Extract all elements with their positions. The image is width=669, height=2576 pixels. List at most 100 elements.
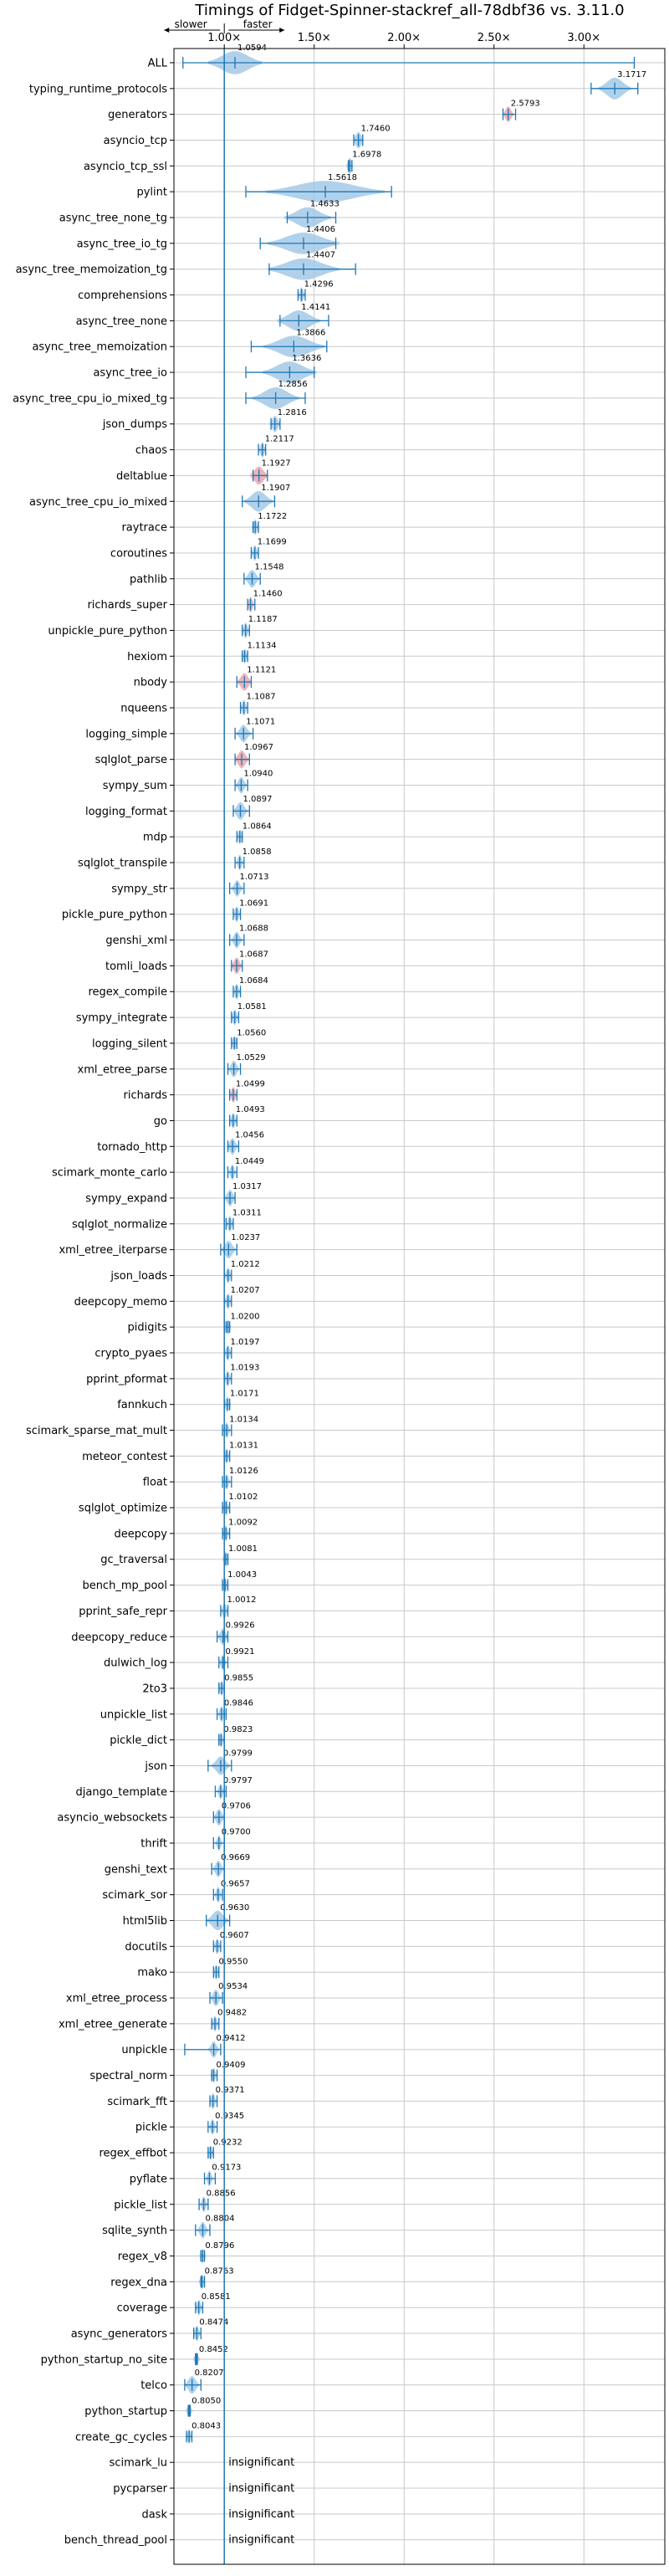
category-label: genshi_xml <box>105 935 167 947</box>
category-label: scimark_sor <box>102 1889 167 1902</box>
category-label: coroutines <box>110 547 167 560</box>
category-label: pickle_list <box>114 2199 167 2211</box>
category-label: raytrace <box>121 522 167 535</box>
data-label: 1.5618 <box>328 173 357 182</box>
slower-arrow-head <box>164 28 170 33</box>
data-label: 0.9412 <box>217 2034 246 2043</box>
category-label: async_tree_memoization_tg <box>16 264 167 276</box>
data-label: 1.3866 <box>296 328 325 337</box>
data-label: 0.9797 <box>223 1776 253 1785</box>
data-label: 1.0940 <box>243 770 273 779</box>
slower-label: slower <box>175 18 207 30</box>
data-label: 1.0081 <box>228 1544 258 1554</box>
x-tick-label: 1.00× <box>207 32 241 44</box>
category-label: sympy_expand <box>85 1192 167 1205</box>
category-label: async_tree_cpu_io_mixed_tg <box>13 392 167 405</box>
category-label: richards_super <box>87 599 167 612</box>
data-label: 1.2816 <box>278 408 307 417</box>
category-label: dask <box>141 2508 167 2521</box>
category-label: regex_effbot <box>99 2148 167 2160</box>
category-label: deltablue <box>116 470 167 483</box>
data-label: 1.1927 <box>262 459 291 469</box>
category-label: fannkuch <box>117 1399 167 1411</box>
category-label: async_tree_memoization <box>32 341 167 354</box>
category-label: asyncio_websockets <box>57 1812 167 1825</box>
chart-title: Timings of Fidget-Spinner-stackref_all-7… <box>194 2 624 19</box>
category-label: dulwich_log <box>104 1657 167 1670</box>
data-label: 0.9855 <box>224 1673 253 1682</box>
category-label: sympy_sum <box>103 780 167 792</box>
data-label: 0.8050 <box>192 2396 221 2405</box>
category-label: sqlite_synth <box>102 2225 167 2237</box>
category-label: logging_simple <box>85 728 167 740</box>
data-label: 1.0171 <box>230 1389 259 1398</box>
category-label: pathlib <box>130 573 167 586</box>
category-label: nqueens <box>120 702 167 714</box>
category-label: pylint <box>136 187 167 199</box>
category-label: xml_etree_process <box>66 1993 167 2005</box>
category-label: unpickle_list <box>100 1708 167 1721</box>
data-label: 0.9371 <box>216 2086 245 2095</box>
data-label: 0.8043 <box>192 2422 221 2431</box>
insignificant-label: insignificant <box>228 2508 294 2521</box>
category-label: deepcopy_reduce <box>71 1631 167 1644</box>
data-label: 1.0864 <box>243 822 272 832</box>
data-label: 1.4141 <box>301 303 330 312</box>
category-label: pickle <box>135 2122 167 2134</box>
data-label: 1.3636 <box>292 354 321 363</box>
data-label: 1.0449 <box>235 1157 264 1166</box>
data-label: 0.9921 <box>226 1647 255 1657</box>
data-label: 0.8474 <box>199 2318 228 2328</box>
data-label: 1.0858 <box>243 848 272 857</box>
data-label: 1.0897 <box>243 795 272 804</box>
data-label: 1.0092 <box>228 1518 258 1528</box>
category-label: scimark_fft <box>107 2096 167 2108</box>
insignificant-label: insignificant <box>228 2456 294 2469</box>
data-label: 1.0493 <box>236 1105 265 1114</box>
data-label: 1.1087 <box>247 693 276 702</box>
category-label: chaos <box>135 444 167 457</box>
data-label: 0.9926 <box>226 1621 255 1630</box>
category-label: typing_runtime_protocols <box>29 83 167 95</box>
data-label: 1.0687 <box>239 950 268 960</box>
category-label: unpickle <box>121 2044 167 2056</box>
data-label: 1.1460 <box>253 589 283 598</box>
data-label: 1.4407 <box>306 251 335 260</box>
data-label: 1.1121 <box>247 666 276 675</box>
category-label: regex_v8 <box>118 2251 167 2263</box>
category-label: html5lib <box>123 1915 167 1928</box>
category-label: bench_mp_pool <box>82 1580 167 1592</box>
data-label: 0.8856 <box>207 2189 236 2199</box>
data-label: 1.0456 <box>235 1130 264 1139</box>
data-label: 0.8581 <box>202 2292 231 2302</box>
data-label: 1.0311 <box>232 1209 262 1218</box>
data-label: 1.0560 <box>237 1028 266 1037</box>
data-label: 1.0012 <box>227 1595 256 1605</box>
category-label: xml_etree_iterparse <box>59 1244 167 1257</box>
category-label: hexiom <box>127 651 167 663</box>
plot-area: 1.05943.17172.57931.74601.69781.56181.46… <box>182 44 646 2564</box>
category-label: json_dumps <box>102 418 167 431</box>
data-label: 1.0581 <box>237 1002 267 1011</box>
category-label: xml_etree_generate <box>59 2018 167 2031</box>
data-label: 1.1187 <box>248 615 278 624</box>
category-label: unpickle_pure_python <box>48 625 167 638</box>
category-label: ALL <box>148 57 168 69</box>
category-label: meteor_contest <box>82 1451 167 1463</box>
category-label: json <box>144 1760 167 1773</box>
data-label: 1.0237 <box>231 1233 260 1242</box>
data-label: 1.4633 <box>310 200 340 209</box>
category-label: pyflate <box>130 2173 167 2185</box>
category-label: pprint_pformat <box>86 1373 167 1385</box>
data-label: 3.1717 <box>617 70 646 79</box>
x-axis-ticks: 1.00× 1.50× 2.00× 2.50× 3.00× <box>170 32 600 2541</box>
category-label: async_tree_cpu_io_mixed <box>29 496 167 509</box>
plot-frame <box>173 48 666 2565</box>
grid-lines <box>174 49 665 2564</box>
category-label: deepcopy <box>114 1528 167 1540</box>
data-label: 0.9630 <box>220 1903 249 1913</box>
data-label: 1.1134 <box>248 642 277 651</box>
x-tick-label: 1.50× <box>298 32 331 44</box>
category-label: async_tree_io_tg <box>77 238 167 250</box>
